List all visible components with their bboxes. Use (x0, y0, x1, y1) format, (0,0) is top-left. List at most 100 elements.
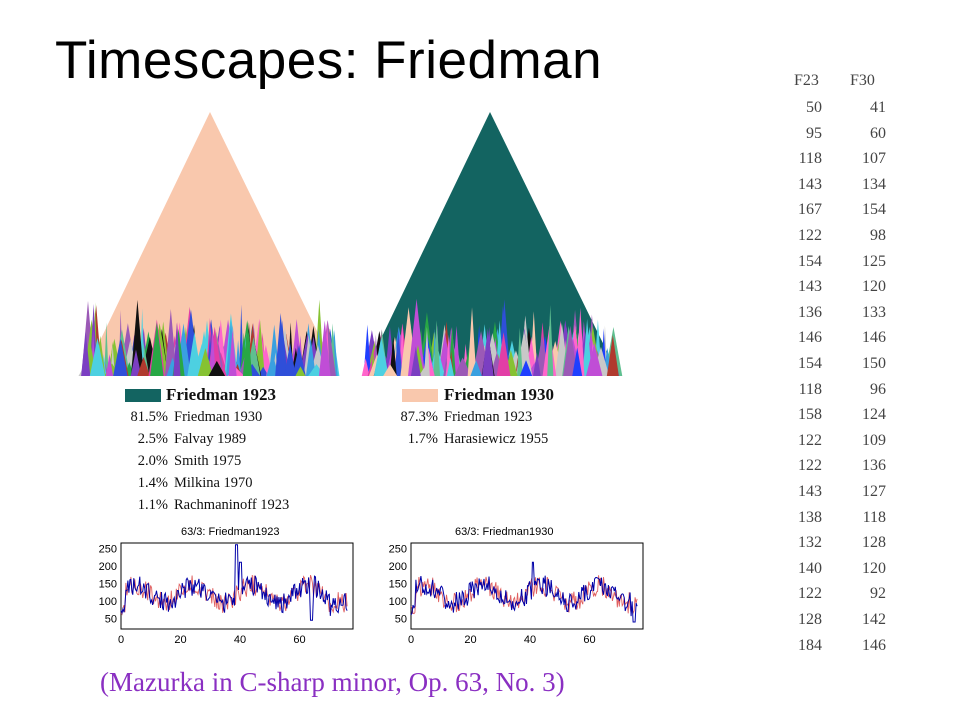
timescape-patch (373, 337, 389, 376)
timescape-friedman-1930 (355, 108, 627, 380)
legend-pct: 2.5% (137, 431, 168, 447)
legend-row: 1.7% Harasiewicz 1955 (390, 431, 549, 448)
timescape-patch (292, 345, 306, 376)
timescape-noise (361, 298, 623, 376)
y-tick-label: 50 (395, 613, 407, 625)
tempo-cell-f23: 122 (798, 585, 822, 603)
timescape-patch (208, 360, 226, 376)
timescape-patch (496, 332, 511, 376)
timescape-patch (563, 325, 578, 376)
tempo-cell-f23: 132 (798, 534, 822, 552)
legend-performer: Friedman 1930 (174, 409, 263, 425)
timescape-patch (284, 343, 296, 376)
timescape-friedman-1923 (75, 108, 347, 380)
legend-title: Friedman 1930 (444, 385, 555, 404)
tempo-cell-f30: 120 (862, 278, 886, 296)
legend-performer: Milkina 1970 (174, 475, 253, 491)
tempo-cell-f30: 146 (862, 329, 886, 347)
timescape-patch (318, 320, 331, 376)
x-tick-label: 0 (118, 634, 124, 646)
timescape-patch (433, 320, 441, 376)
timescape-patch (383, 364, 398, 376)
timescape-patch (446, 357, 454, 376)
tempo-cell-f30: 60 (870, 124, 886, 142)
timescape-patch (295, 366, 306, 376)
legend-pct: 1.4% (137, 475, 168, 491)
timescape-patch (389, 336, 397, 376)
timescape-patch (105, 354, 114, 376)
tempo-cell-f23: 95 (806, 124, 822, 142)
x-tick-label: 60 (293, 634, 305, 646)
timescape-patch (137, 356, 150, 376)
timescape-patch (150, 322, 164, 376)
legend-performer: Friedman 1923 (444, 409, 533, 425)
tempo-cell-f30: 118 (862, 508, 886, 526)
tempo-cell-f23: 138 (798, 508, 822, 526)
tempo-cell-f23: 167 (798, 201, 822, 219)
timescape-triangle (83, 112, 339, 376)
table-header-f30: F30 (850, 72, 875, 89)
legend-row: 1.4% Milkina 1970 (120, 475, 253, 492)
legend-row: 87.3% Friedman 1923 (390, 409, 533, 426)
legend-friedman-1930: Friedman 1930 87.3% Friedman 1923 1.7% Har… (390, 385, 630, 465)
slide-title: Timescapes: Friedman (55, 31, 603, 90)
x-tick-label: 0 (408, 634, 414, 646)
legend-row: 1.1% Rachmaninoff 1923 (120, 497, 290, 514)
tempo-cell-f30: 41 (870, 99, 886, 116)
tempo-cell-f30: 128 (862, 534, 886, 552)
x-tick-label: 20 (464, 634, 476, 646)
tempo-cell-f30: 150 (862, 355, 886, 372)
tempo-cell-f23: 118 (798, 150, 822, 168)
legend-performer: Harasiewicz 1955 (444, 431, 549, 447)
x-tick-label: 20 (174, 634, 186, 646)
y-tick-label: 150 (99, 578, 117, 590)
plot-title: 63/3: Friedman1930 (455, 526, 554, 538)
timescape-patch (81, 331, 91, 376)
tempo-cell-f23: 143 (798, 483, 822, 500)
timescape-patch (89, 337, 106, 376)
legend-pct: 87.3% (400, 409, 438, 425)
timescape-patch (586, 343, 603, 376)
legend-pct: 2.0% (137, 453, 168, 469)
timescape-patch (276, 320, 288, 376)
legend-friedman-1923: Friedman 1923 81.5% Friedman 1930 2.5% Fal… (120, 385, 360, 515)
legend-pct: 1.7% (407, 431, 438, 447)
timescape-patch (424, 326, 430, 376)
x-tick-label: 40 (234, 634, 246, 646)
tempo-line (410, 561, 638, 623)
tempo-cell-f23: 154 (798, 355, 822, 372)
tempo-cell-f30: 125 (862, 252, 886, 270)
legend-row: 81.5% Friedman 1930 (120, 409, 263, 426)
y-tick-label: 250 (99, 543, 117, 555)
timescape-patch (113, 338, 128, 376)
tempo-cell-f30: 133 (862, 303, 886, 321)
tempo-cell-f30: 127 (862, 483, 886, 500)
timescape-patch (361, 358, 370, 376)
tempo-cell-f30: 120 (862, 559, 886, 577)
legend-pct: 1.1% (137, 497, 168, 513)
tempo-cell-f30: 124 (862, 406, 886, 424)
tempo-cell-f23: 184 (798, 636, 822, 654)
timescape-patch (209, 328, 216, 376)
tempo-cell-f23: 122 (798, 227, 822, 244)
plot-title: 63/3: Friedman1923 (181, 526, 280, 538)
timescape-patch (197, 348, 213, 376)
legend-swatch (402, 389, 438, 402)
tempo-cell-f30: 96 (870, 380, 886, 398)
legend-swatch (125, 389, 161, 402)
tempo-cell-f23: 128 (798, 611, 822, 628)
tempo-cell-f23: 158 (798, 406, 822, 424)
timescape-patch (410, 346, 421, 376)
legend-performer: Smith 1975 (174, 453, 242, 469)
timescape-patch (516, 327, 523, 376)
timescape-patch (173, 322, 181, 376)
legend-pct: 81.5% (130, 409, 168, 425)
timescape-patch (130, 349, 142, 376)
tempo-cell-f23: 136 (798, 303, 822, 321)
caption: (Mazurka in C-sharp minor, Op. 63, No. 3… (100, 667, 565, 697)
y-tick-label: 200 (99, 561, 117, 573)
tempo-cell-f23: 154 (798, 252, 822, 270)
y-tick-label: 100 (389, 596, 407, 608)
tempo-line (120, 544, 348, 621)
tempo-cell-f30: 134 (862, 175, 886, 193)
